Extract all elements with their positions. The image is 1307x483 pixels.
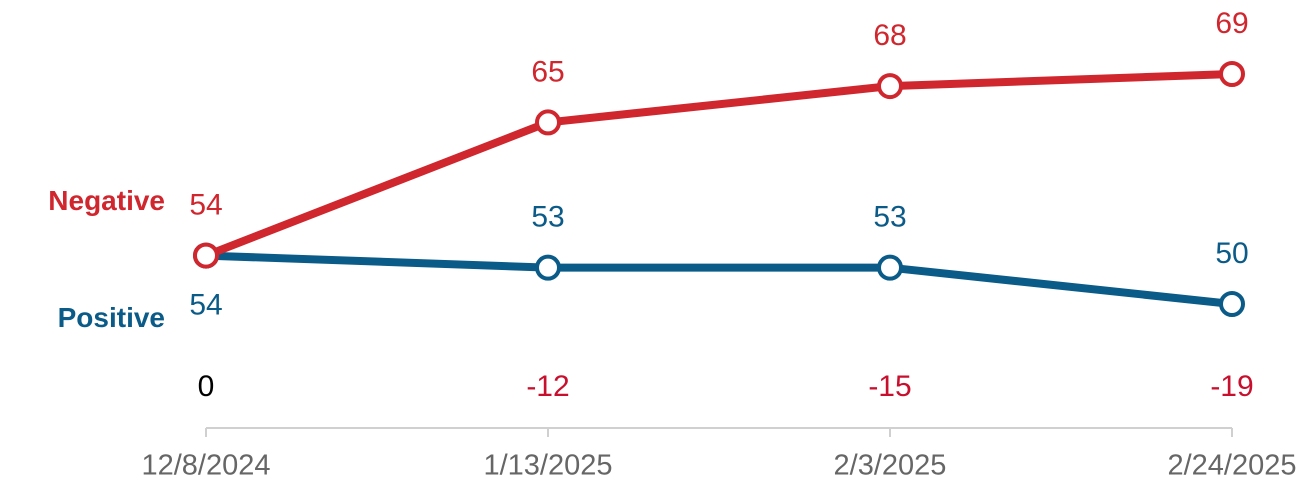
x-tick-label: 12/8/2024 [141, 450, 270, 482]
point [193, 242, 219, 269]
net-label: -12 [526, 370, 569, 403]
net-label: -15 [868, 370, 911, 403]
net-label: -19 [1210, 370, 1253, 403]
value-label: 54 [189, 189, 222, 222]
value-label: 65 [531, 55, 564, 88]
value-label: 50 [1215, 237, 1248, 270]
value-label: 54 [189, 289, 222, 322]
value-label: 53 [531, 201, 564, 234]
point [535, 109, 561, 136]
point [1219, 291, 1245, 317]
value-label: 53 [873, 201, 906, 234]
point [877, 254, 903, 281]
x-tick-label: 2/24/2025 [1167, 450, 1296, 482]
x-tick-label: 1/13/2025 [483, 450, 612, 482]
value-label: 68 [873, 19, 906, 52]
point [877, 73, 903, 100]
series-name: Negative [48, 185, 165, 216]
point [535, 254, 561, 281]
x-tick-label: 2/3/2025 [834, 450, 947, 482]
net-label: 0 [198, 370, 215, 403]
series-name: Positive [58, 302, 165, 333]
value-label: 69 [1215, 7, 1248, 40]
series-line [205, 251, 1233, 308]
series-line [204, 70, 1233, 260]
point [1219, 61, 1245, 87]
